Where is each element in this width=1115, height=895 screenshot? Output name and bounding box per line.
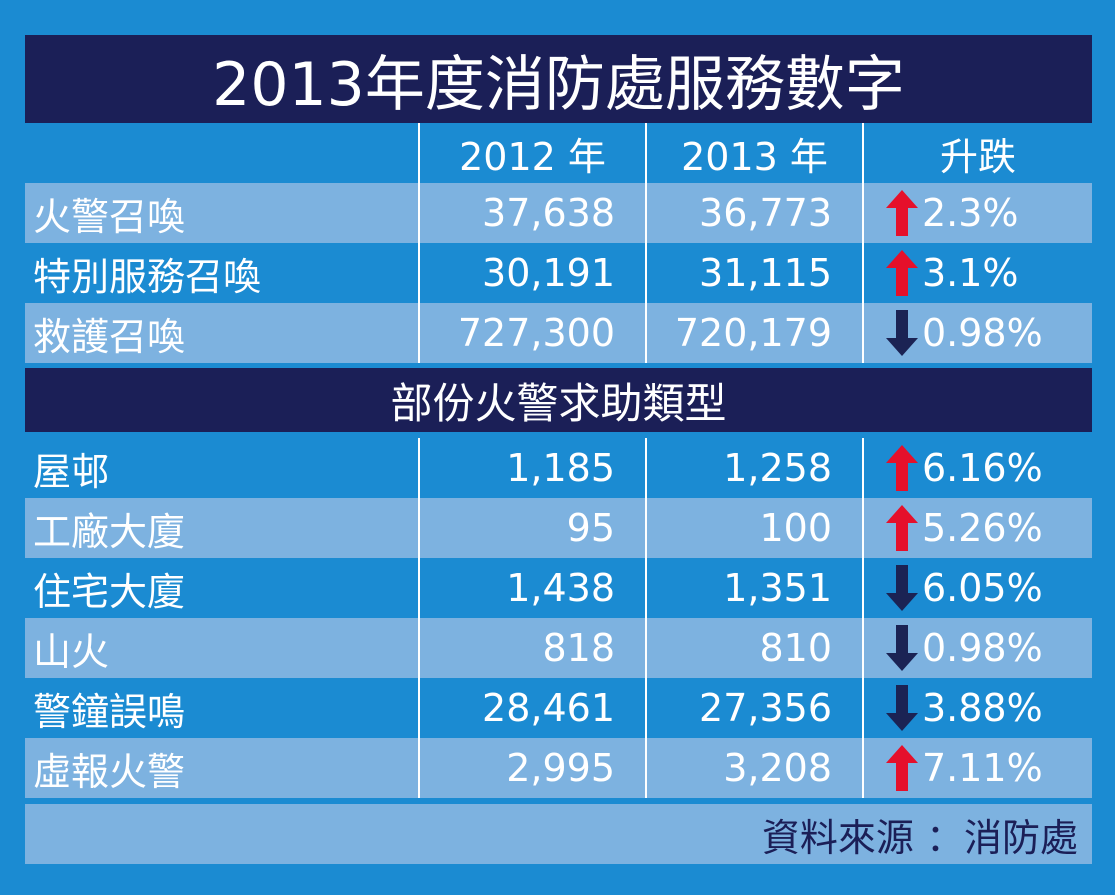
column-header: 2012 年 xyxy=(418,123,645,183)
change-cell: 3.88% xyxy=(862,678,1092,738)
row-label: 工廠大廈 xyxy=(33,509,186,554)
column-header: 升跌 xyxy=(862,123,1092,183)
row-label: 山火 xyxy=(33,629,110,674)
table-row: 特別服務召喚 30,191 31,115 3.1% xyxy=(25,243,1092,303)
table-row: 住宅大廈 1,438 1,351 6.05% xyxy=(25,558,1092,618)
infographic: 2013年度消防處服務數字 2012 年 2013 年 升跌 火警召喚 37,63… xyxy=(25,35,1092,864)
change-cell: 3.1% xyxy=(862,243,1092,303)
row-label: 警鐘誤鳴 xyxy=(33,689,186,734)
table-row: 虛報火警 2,995 3,208 7.11% xyxy=(25,738,1092,798)
value-2013: 3,208 xyxy=(645,738,862,798)
change-cell: 0.98% xyxy=(862,618,1092,678)
arrow-down xyxy=(886,685,918,731)
table-row: 救護召喚 727,300 720,179 0.98% xyxy=(25,303,1092,363)
value-2013: 1,258 xyxy=(645,438,862,498)
change-value: 3.1% xyxy=(922,251,1019,295)
arrow-up xyxy=(886,745,918,791)
row-label: 火警召喚 xyxy=(33,194,186,239)
change-value: 3.88% xyxy=(922,686,1043,730)
change-value: 5.26% xyxy=(922,506,1043,550)
title: 2013年度消防處服務數字 xyxy=(25,35,1092,123)
table-row: 警鐘誤鳴 28,461 27,356 3.88% xyxy=(25,678,1092,738)
value-2013: 1,351 xyxy=(645,558,862,618)
arrow-up xyxy=(886,190,918,236)
value-2013: 27,356 xyxy=(645,678,862,738)
section-heading: 部份火警求助類型 xyxy=(25,368,1092,432)
column-header: 2013 年 xyxy=(645,123,862,183)
row-label: 住宅大廈 xyxy=(33,569,186,614)
change-value: 7.11% xyxy=(922,746,1043,790)
arrow-down xyxy=(886,565,918,611)
table-row: 屋邨 1,185 1,258 6.16% xyxy=(25,438,1092,498)
arrow-up xyxy=(886,445,918,491)
header-row: 2012 年 2013 年 升跌 xyxy=(25,123,1092,183)
value-2013: 36,773 xyxy=(645,183,862,243)
change-value: 2.3% xyxy=(922,191,1019,235)
value-2012: 2,995 xyxy=(418,738,645,798)
value-2012: 37,638 xyxy=(418,183,645,243)
row-label: 救護召喚 xyxy=(33,314,186,359)
row-label: 特別服務召喚 xyxy=(33,254,262,299)
change-cell: 6.05% xyxy=(862,558,1092,618)
change-value: 6.16% xyxy=(922,446,1043,490)
row-label: 虛報火警 xyxy=(33,749,186,794)
change-cell: 5.26% xyxy=(862,498,1092,558)
table-row: 火警召喚 37,638 36,773 2.3% xyxy=(25,183,1092,243)
arrow-up xyxy=(886,505,918,551)
value-2012: 1,185 xyxy=(418,438,645,498)
arrow-up xyxy=(886,250,918,296)
row-label: 屋邨 xyxy=(33,449,110,494)
value-2012: 1,438 xyxy=(418,558,645,618)
value-2013: 31,115 xyxy=(645,243,862,303)
value-2013: 810 xyxy=(645,618,862,678)
change-value: 6.05% xyxy=(922,566,1043,610)
change-cell: 6.16% xyxy=(862,438,1092,498)
change-cell: 7.11% xyxy=(862,738,1092,798)
arrow-down xyxy=(886,625,918,671)
change-cell: 2.3% xyxy=(862,183,1092,243)
source-note: 資料來源 ：消防處 xyxy=(25,804,1092,864)
arrow-down xyxy=(886,310,918,356)
table-row: 工廠大廈 95 100 5.26% xyxy=(25,498,1092,558)
table-row: 山火 818 810 0.98% xyxy=(25,618,1092,678)
value-2012: 95 xyxy=(418,498,645,558)
value-2012: 28,461 xyxy=(418,678,645,738)
value-2013: 100 xyxy=(645,498,862,558)
change-value: 0.98% xyxy=(922,626,1043,670)
value-2012: 727,300 xyxy=(418,303,645,363)
value-2013: 720,179 xyxy=(645,303,862,363)
change-cell: 0.98% xyxy=(862,303,1092,363)
value-2012: 30,191 xyxy=(418,243,645,303)
change-value: 0.98% xyxy=(922,311,1043,355)
value-2012: 818 xyxy=(418,618,645,678)
header-blank xyxy=(25,123,418,183)
